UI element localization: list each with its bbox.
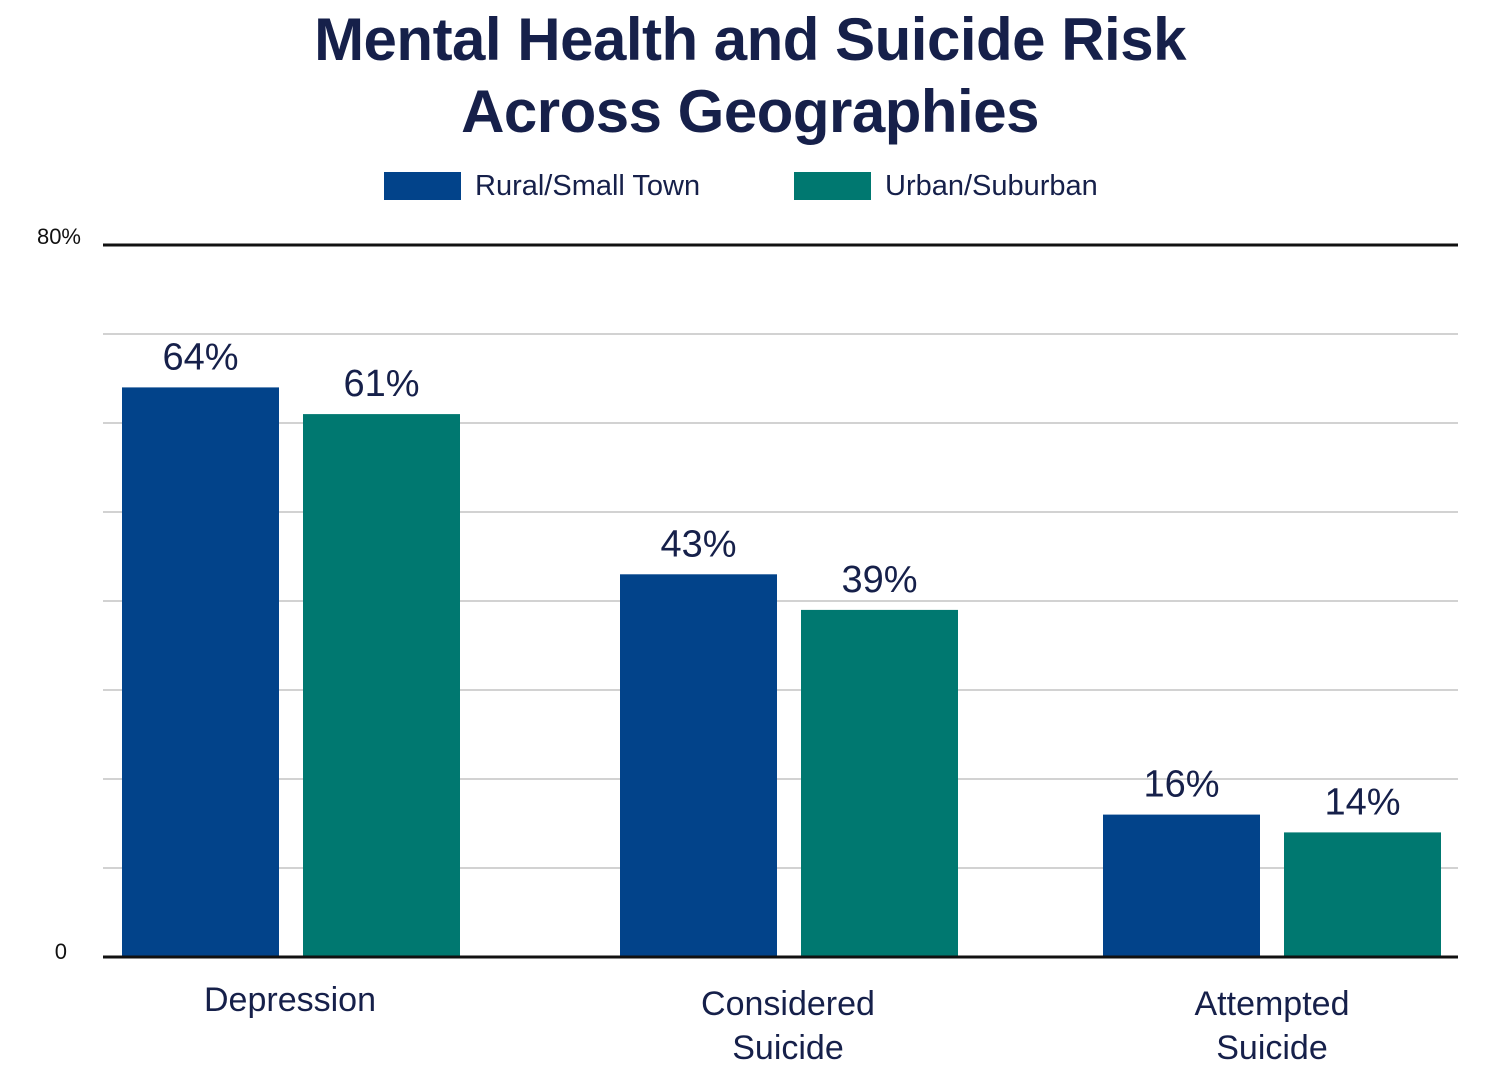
bar-1-2 — [1284, 832, 1441, 957]
bar-0-2 — [1103, 814, 1260, 957]
data-label-1-1: 39% — [841, 559, 917, 601]
data-label-0-1: 43% — [660, 523, 736, 565]
category-label-1-1: Suicide — [732, 1029, 844, 1067]
legend: Rural/Small Town Urban/Suburban — [0, 166, 1500, 206]
bar-1-0 — [303, 414, 460, 958]
legend-item-rural: Rural/Small Town — [384, 166, 700, 206]
legend-swatch-urban — [794, 172, 871, 200]
data-label-1-2: 14% — [1324, 781, 1400, 823]
chart-title: Mental Health and Suicide Risk Across Ge… — [0, 4, 1500, 148]
legend-label-urban: Urban/Suburban — [885, 169, 1098, 202]
bar-0-1 — [620, 574, 777, 957]
bar-0-0 — [122, 387, 279, 957]
chart-title-line-1: Mental Health and Suicide Risk — [314, 6, 1186, 73]
y-tick-label-80: 80% — [37, 224, 81, 249]
category-label-2-0: Attempted — [1195, 985, 1350, 1023]
data-label-0-0: 64% — [162, 336, 238, 378]
chart-title-line-2: Across Geographies — [461, 78, 1039, 145]
y-tick-label-0: 0 — [55, 939, 67, 964]
data-label-1-0: 61% — [343, 363, 419, 405]
bar-1-1 — [801, 609, 958, 957]
category-label-0-0: Depression — [204, 981, 376, 1019]
legend-item-urban: Urban/Suburban — [794, 166, 1098, 206]
legend-label-rural: Rural/Small Town — [475, 169, 701, 202]
category-label-1-0: Considered — [701, 985, 875, 1023]
legend-swatch-rural — [384, 172, 461, 200]
data-label-0-2: 16% — [1143, 764, 1219, 806]
category-label-2-1: Suicide — [1216, 1029, 1328, 1067]
